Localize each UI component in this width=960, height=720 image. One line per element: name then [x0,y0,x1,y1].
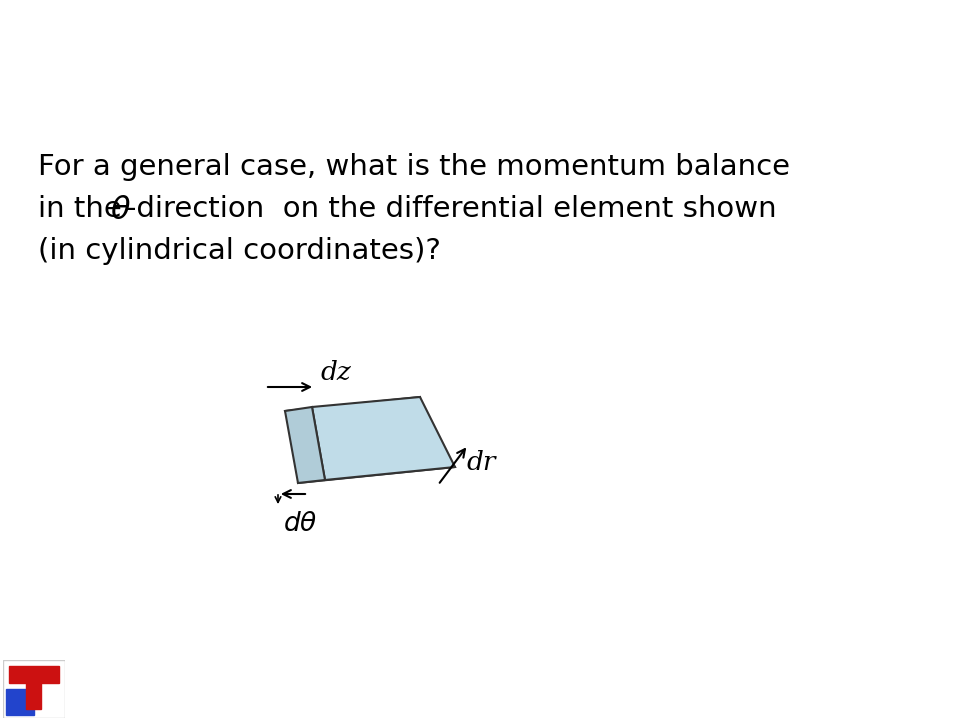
Polygon shape [312,397,455,480]
Text: -direction  on the differential element shown: -direction on the differential element s… [126,195,777,223]
Text: Louisiana Tech University: Louisiana Tech University [79,665,317,683]
Polygon shape [285,407,325,483]
Text: dz: dz [320,360,350,385]
Text: dr: dr [466,449,495,474]
Text: $d\theta$: $d\theta$ [283,511,318,536]
Text: $\theta$: $\theta$ [110,195,131,226]
Bar [9,665,59,683]
Text: Exercise: Exercise [346,22,614,84]
Text: (in cylindrical coordinates)?: (in cylindrical coordinates)? [38,237,441,265]
Bar [6,689,34,715]
Text: Ruston, LA 71272: Ruston, LA 71272 [79,693,244,711]
Text: in the: in the [38,195,131,223]
Text: For a general case, what is the momentum balance: For a general case, what is the momentum… [38,153,790,181]
Bar [27,678,41,709]
